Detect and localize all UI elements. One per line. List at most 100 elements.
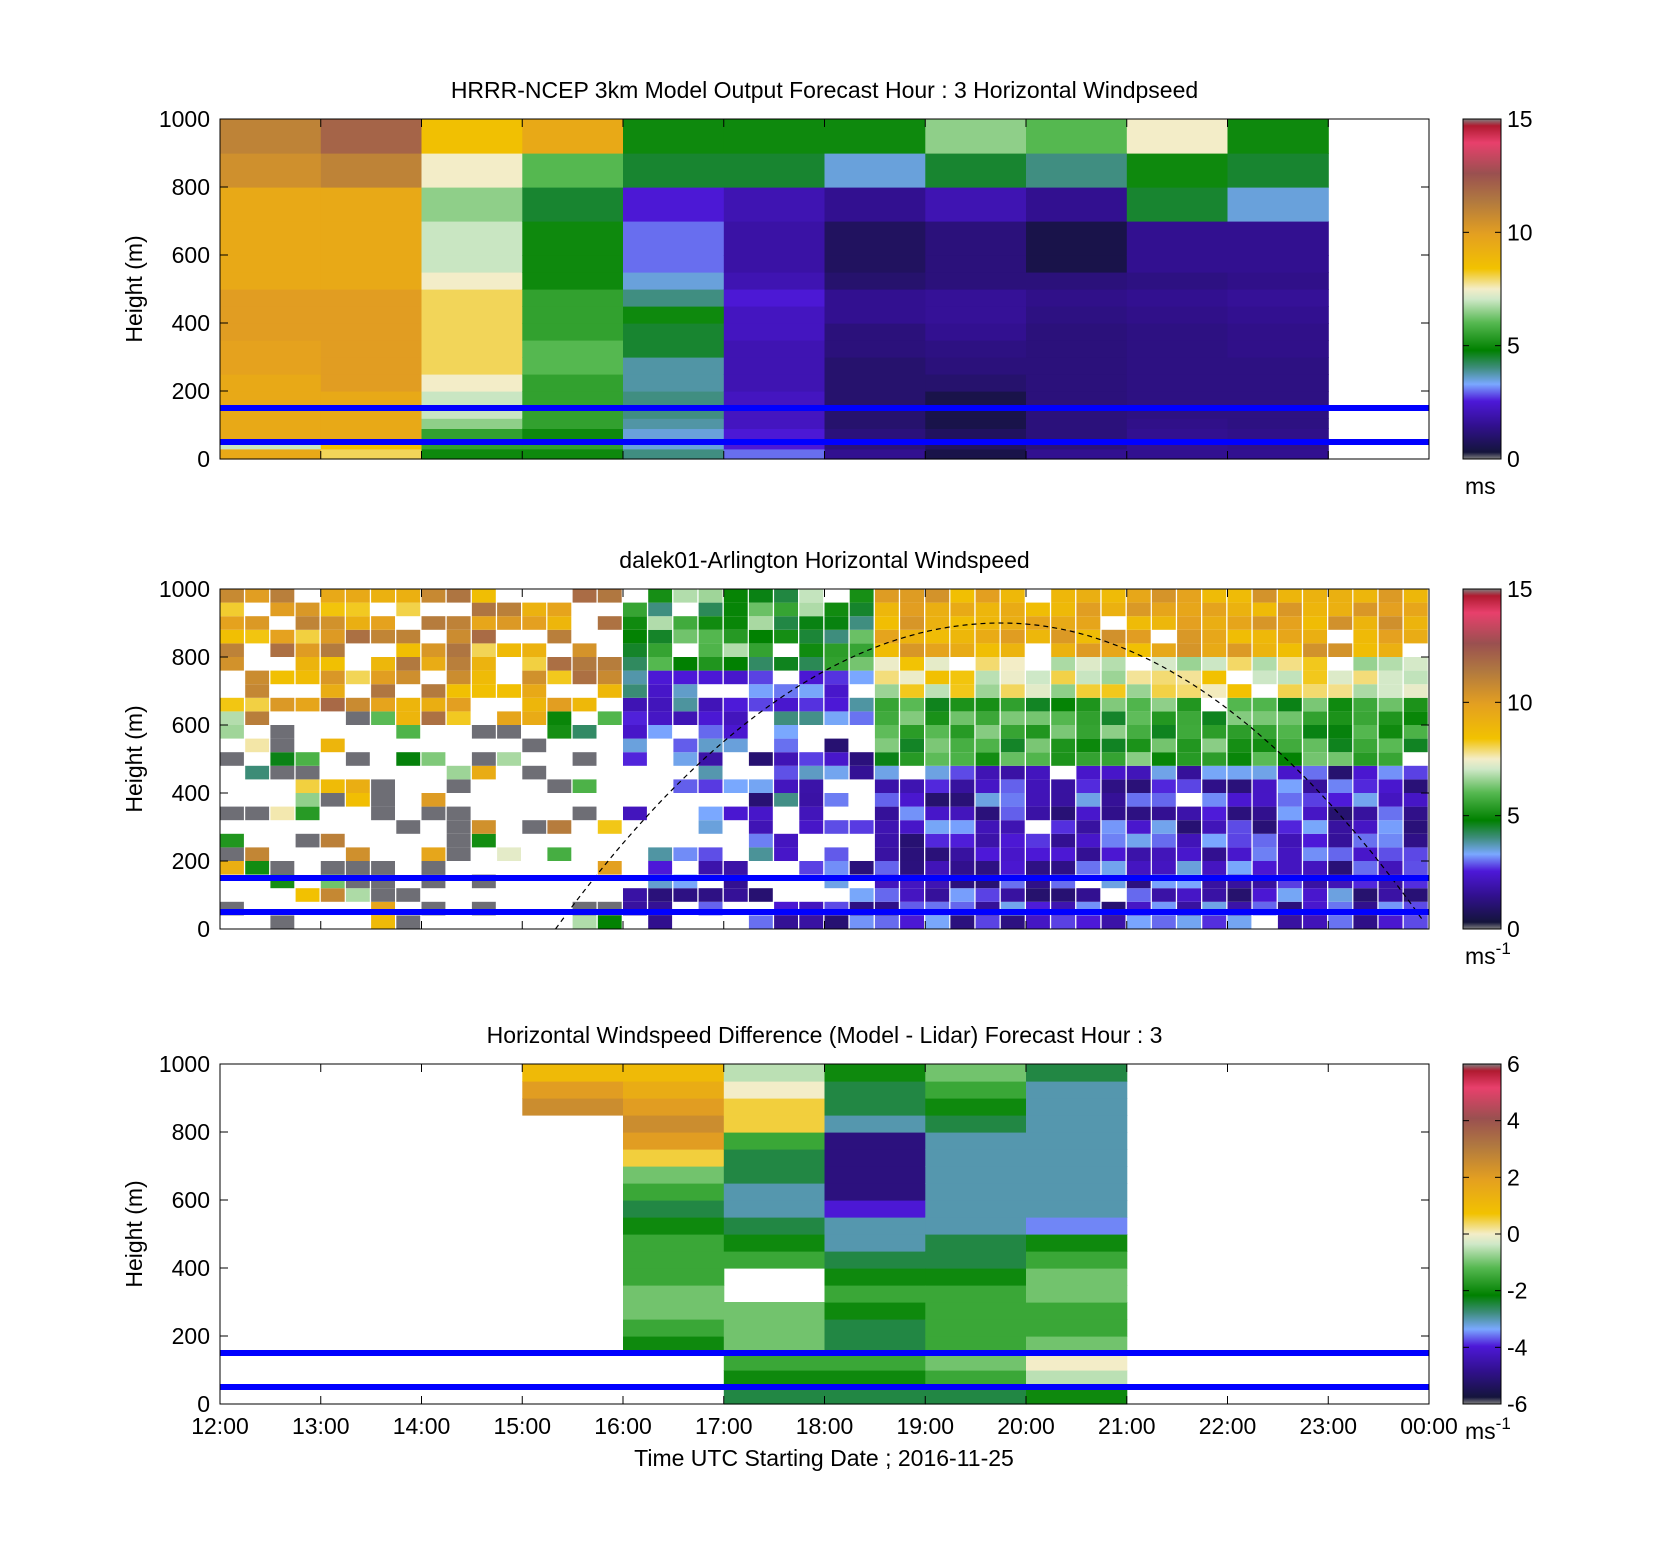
heatmap-cell: [345, 888, 370, 902]
heatmap-cell: [723, 1319, 826, 1337]
heatmap-cell: [320, 391, 423, 409]
heatmap-cell: [950, 861, 975, 875]
heatmap-cell: [824, 629, 849, 644]
heatmap-cell: [1252, 806, 1277, 821]
heatmap-cell: [1126, 272, 1229, 290]
heatmap-cell: [950, 752, 975, 766]
heatmap-cell: [925, 1200, 1027, 1218]
heatmap-cell: [1051, 861, 1076, 875]
heatmap-cell: [1177, 820, 1201, 834]
heatmap-cell: [824, 1370, 926, 1388]
heatmap-cell: [698, 589, 723, 603]
heatmap-cell: [748, 793, 773, 807]
heatmap-cell: [1000, 915, 1025, 929]
heatmap-cell: [824, 1302, 926, 1320]
heatmap-cell: [1126, 289, 1229, 307]
heatmap-cell: [1252, 670, 1277, 685]
heatmap-cell: [1177, 765, 1201, 780]
heatmap-cell: [396, 711, 421, 725]
heatmap-cell: [925, 602, 950, 617]
heatmap-cell: [522, 357, 624, 375]
heatmap-cell: [723, 670, 748, 685]
heatmap-cell: [1126, 820, 1151, 834]
heatmap-cell: [220, 255, 322, 273]
heatmap-cell: [824, 448, 926, 460]
heatmap-cell: [723, 289, 826, 307]
heatmap-cell: [723, 153, 826, 188]
heatmap-cell: [320, 119, 423, 154]
colorbar: [1462, 588, 1502, 930]
heatmap-cell: [320, 323, 423, 341]
heatmap-cell: [1277, 765, 1302, 780]
heatmap-cell: [1202, 738, 1227, 753]
heatmap-cell: [1026, 323, 1128, 341]
heatmap-cell: [1051, 793, 1076, 807]
heatmap-cell: [623, 738, 647, 753]
heatmap-cell: [1126, 589, 1151, 603]
heatmap-cell: [799, 861, 824, 875]
x-tick-label: 22:00: [1199, 1413, 1257, 1439]
heatmap-cell: [320, 448, 423, 460]
y-tick-label: 600: [172, 242, 210, 268]
heatmap-cell: [1051, 697, 1076, 712]
heatmap-cell: [623, 448, 725, 460]
heatmap-cell: [1126, 255, 1229, 273]
heatmap-cell: [270, 697, 295, 712]
heatmap-cell: [723, 738, 748, 753]
heatmap-cell: [1353, 643, 1378, 657]
heatmap-cell: [824, 119, 926, 154]
heatmap-cells: [220, 119, 1329, 460]
heatmap-cell: [245, 847, 270, 861]
heatmap-cell: [1202, 861, 1227, 875]
heatmap-cell: [648, 616, 673, 630]
heatmap-cell: [270, 670, 295, 685]
heatmap-cell: [295, 657, 320, 671]
heatmap-cell: [396, 589, 421, 603]
heatmap-cell: [220, 408, 322, 419]
heatmap-cell: [623, 806, 647, 821]
heatmap-cell: [220, 806, 244, 821]
heatmap-cell: [1051, 711, 1076, 725]
heatmap-cell: [849, 765, 874, 780]
heatmap-cell: [572, 779, 597, 793]
heatmap-cell: [925, 408, 1027, 419]
heatmap-cell: [648, 629, 673, 644]
heatmap-cell: [723, 187, 826, 222]
heatmap-cell: [723, 1370, 826, 1388]
heatmap-cell: [1026, 1370, 1128, 1388]
heatmap-cell: [1026, 1268, 1128, 1286]
heatmap-cell: [220, 616, 244, 630]
heatmap-cell: [1101, 779, 1126, 793]
heatmap-cell: [723, 1234, 826, 1252]
heatmap-cell: [1227, 272, 1329, 290]
heatmap-cell: [1151, 820, 1176, 834]
heatmap-cell: [421, 391, 523, 409]
heatmap-cell: [925, 1183, 1027, 1201]
heatmap-cell: [925, 725, 950, 739]
heatmap-cell: [1101, 738, 1126, 753]
heatmap-cell: [1202, 725, 1227, 739]
heatmap-cell: [874, 684, 899, 698]
heatmap-cell: [723, 357, 826, 375]
heatmap-cell: [824, 820, 849, 834]
heatmap-cell: [975, 915, 1000, 929]
heatmap-cell: [1328, 765, 1353, 780]
heatmap-cell: [1328, 752, 1353, 766]
heatmap-cell: [396, 915, 421, 929]
heatmap-cell: [522, 428, 624, 440]
heatmap-cell: [1101, 711, 1126, 725]
heatmap-cell: [220, 289, 322, 307]
heatmap-cell: [371, 657, 395, 671]
heatmap-cell: [925, 1115, 1027, 1133]
heatmap-cell: [1026, 1132, 1128, 1150]
heatmap-cell: [1126, 374, 1229, 392]
heatmap-cell: [799, 793, 824, 807]
heatmap-cell: [371, 616, 395, 630]
heatmap-cell: [975, 616, 1000, 630]
heatmap-cell: [1101, 589, 1126, 603]
heatmap-cell: [1328, 602, 1353, 617]
heatmap-cell: [522, 119, 624, 154]
heatmap-cell: [1000, 589, 1025, 603]
heatmap-cell: [220, 119, 322, 154]
heatmap-cell: [623, 1302, 725, 1320]
